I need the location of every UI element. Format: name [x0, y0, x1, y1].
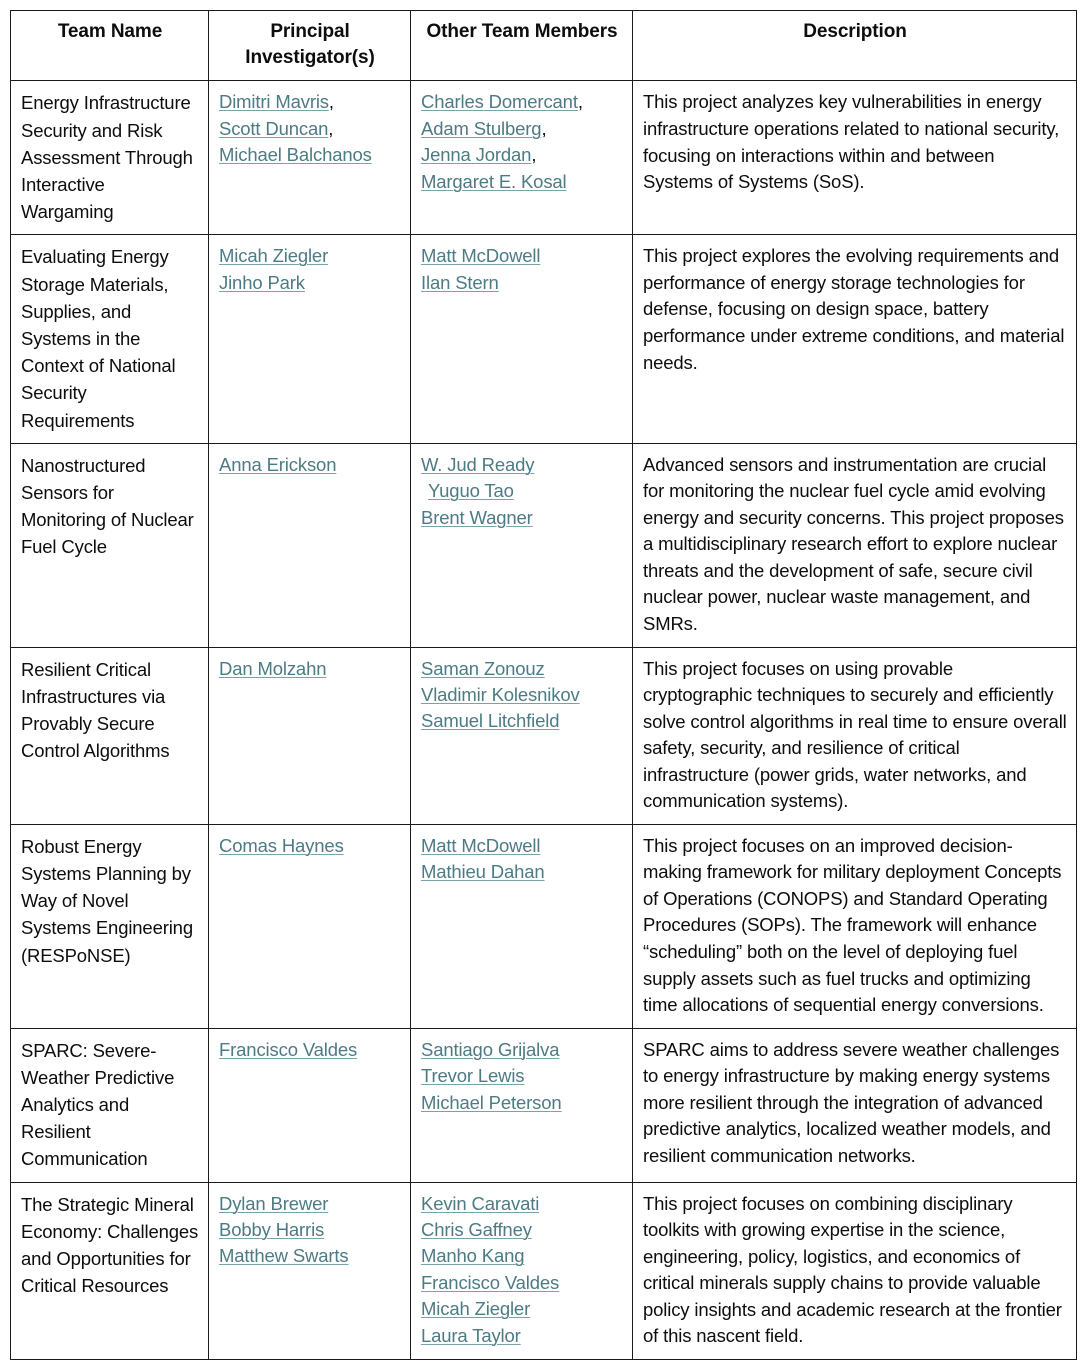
principal-investigators-cell: Francisco Valdes [208, 1027, 411, 1183]
team-name-cell: SPARC: Severe-Weather Predictive Analyti… [10, 1027, 209, 1183]
person-link[interactable]: Mathieu Dahan [421, 861, 545, 883]
description-cell: This project focuses on combining discip… [632, 1181, 1077, 1360]
description-cell: This project focuses on an improved deci… [632, 823, 1077, 1029]
other-team-members-cell: Kevin Caravati Chris Gaffney Manho Kang Fra… [410, 1181, 633, 1360]
table-header-row: Team Name Principal Investigator(s) Othe… [10, 9, 1077, 82]
person-link[interactable]: Margaret E. Kosal [421, 170, 567, 192]
column-header-other-team-members: Other Team Members [410, 9, 633, 82]
team-name-cell: The Strategic Mineral Economy: Challenge… [10, 1181, 209, 1360]
description-text: This project focuses on an improved deci… [643, 834, 1062, 1016]
person-separator: , [531, 144, 537, 166]
team-name-cell: Energy Infrastructure Security and Risk … [10, 80, 209, 236]
person-separator: , [541, 117, 547, 139]
person-link[interactable]: Micah Ziegler [421, 1298, 531, 1320]
person-link[interactable]: Laura Taylor [421, 1324, 521, 1346]
person-link[interactable]: Matt McDowell [421, 245, 541, 267]
person-link[interactable]: Jenna Jordan, [421, 142, 623, 168]
other-team-members-cell: Matt McDowell Ilan Stern [410, 234, 633, 444]
person-link[interactable]: Charles Domercant, [421, 89, 623, 115]
other-team-members-cell: Charles Domercant, Adam Stulberg, Jenna Jo… [410, 80, 633, 236]
team-name-cell: Robust Energy Systems Planning by Way of… [10, 823, 209, 1029]
table-row: Nanostructured Sensors for Monitoring of… [10, 442, 1077, 648]
principal-investigators-cell: Dylan Brewer Bobby Harris Matthew Swarts [208, 1181, 411, 1360]
person-separator: , [328, 117, 334, 139]
person-link[interactable]: Francisco Valdes [219, 1038, 358, 1060]
research-teams-table: Team Name Principal Investigator(s) Othe… [10, 9, 1077, 1360]
table-row: Energy Infrastructure Security and Risk … [10, 80, 1077, 236]
person-link[interactable]: Michael Balchanos [219, 144, 372, 166]
person-link[interactable]: Dan Molzahn [219, 657, 327, 679]
principal-investigators-cell: Anna Erickson [208, 442, 411, 648]
table-body: Energy Infrastructure Security and Risk … [10, 80, 1077, 1360]
person-link[interactable]: Michael Peterson [421, 1091, 562, 1113]
other-team-members-cell: W. Jud Ready Yuguo Tao Brent Wagner [410, 442, 633, 648]
person-link[interactable]: Comas Haynes [219, 834, 344, 856]
person-link[interactable]: Anna Erickson [219, 453, 337, 475]
person-link[interactable]: Matthew Swarts [219, 1245, 349, 1267]
principal-investigators-cell: Comas Haynes [208, 823, 411, 1029]
principal-investigators-cell: Dan Molzahn [208, 646, 411, 825]
person-link[interactable]: W. Jud Ready [421, 453, 535, 475]
person-link[interactable]: Samuel Litchfield [421, 710, 560, 732]
table-row: Resilient Critical Infrastructures via P… [10, 646, 1077, 825]
column-header-description: Description [632, 9, 1077, 82]
other-team-members-cell: Santiago Grijalva Trevor Lewis Michael Pet… [410, 1027, 633, 1183]
description-text: This project explores the evolving requi… [643, 245, 1065, 373]
team-name-cell: Resilient Critical Infrastructures via P… [10, 646, 209, 825]
table-row: Robust Energy Systems Planning by Way of… [10, 823, 1077, 1029]
person-link[interactable]: Bobby Harris [219, 1219, 325, 1241]
person-separator: , [577, 91, 583, 113]
person-link[interactable]: Ilan Stern [421, 271, 499, 293]
person-link[interactable]: Matt McDowell [421, 834, 541, 856]
description-text: SPARC aims to address severe weather cha… [643, 1038, 1060, 1166]
column-header-principal-investigators: Principal Investigator(s) [208, 9, 411, 82]
person-link[interactable]: Manho Kang [421, 1245, 525, 1267]
person-link[interactable]: Trevor Lewis [421, 1065, 525, 1087]
table-row: Evaluating Energy Storage Materials, Sup… [10, 234, 1077, 444]
principal-investigators-cell: Micah Ziegler Jinho Park [208, 234, 411, 444]
team-name-cell: Evaluating Energy Storage Materials, Sup… [10, 234, 209, 444]
person-link[interactable]: Dimitri Mavris, [219, 89, 401, 115]
person-link[interactable]: Jinho Park [219, 271, 305, 293]
other-team-members-cell: Saman Zonouz Vladimir Kolesnikov Samuel Li… [410, 646, 633, 825]
person-link[interactable]: Dylan Brewer [219, 1192, 329, 1214]
person-link[interactable]: Santiago Grijalva [421, 1038, 560, 1060]
person-link[interactable]: Chris Gaffney [421, 1219, 532, 1241]
description-text: This project focuses on using provable c… [643, 657, 1067, 812]
person-separator: , [328, 91, 334, 113]
table-row: The Strategic Mineral Economy: Challenge… [10, 1181, 1077, 1360]
principal-investigators-cell: Dimitri Mavris, Scott Duncan, Michael Balc… [208, 80, 411, 236]
person-link[interactable]: Vladimir Kolesnikov [421, 683, 580, 705]
description-cell: This project explores the evolving requi… [632, 234, 1077, 444]
table-row: SPARC: Severe-Weather Predictive Analyti… [10, 1027, 1077, 1183]
description-text: This project focuses on combining discip… [643, 1192, 1062, 1347]
person-link[interactable]: Scott Duncan, [219, 116, 401, 142]
person-link[interactable]: Francisco Valdes [421, 1271, 560, 1293]
column-header-team-name: Team Name [10, 9, 209, 82]
person-link[interactable]: Yuguo Tao [428, 480, 514, 502]
description-cell: This project focuses on using provable c… [632, 646, 1077, 825]
description-text: Advanced sensors and instrumentation are… [643, 453, 1064, 634]
person-link[interactable]: Brent Wagner [421, 506, 533, 528]
person-link[interactable]: Kevin Caravati [421, 1192, 540, 1214]
description-cell: Advanced sensors and instrumentation are… [632, 442, 1077, 648]
person-link[interactable]: Saman Zonouz [421, 657, 545, 679]
table-header: Team Name Principal Investigator(s) Othe… [10, 9, 1077, 82]
person-link[interactable]: Micah Ziegler [219, 245, 329, 267]
other-team-members-cell: Matt McDowell Mathieu Dahan [410, 823, 633, 1029]
description-cell: SPARC aims to address severe weather cha… [632, 1027, 1077, 1183]
description-text: This project analyzes key vulnerabilitie… [643, 91, 1060, 193]
document-page: Team Name Principal Investigator(s) Othe… [10, 9, 1077, 1360]
description-cell: This project analyzes key vulnerabilitie… [632, 80, 1077, 236]
team-name-cell: Nanostructured Sensors for Monitoring of… [10, 442, 209, 648]
person-link[interactable]: Adam Stulberg, [421, 116, 623, 142]
